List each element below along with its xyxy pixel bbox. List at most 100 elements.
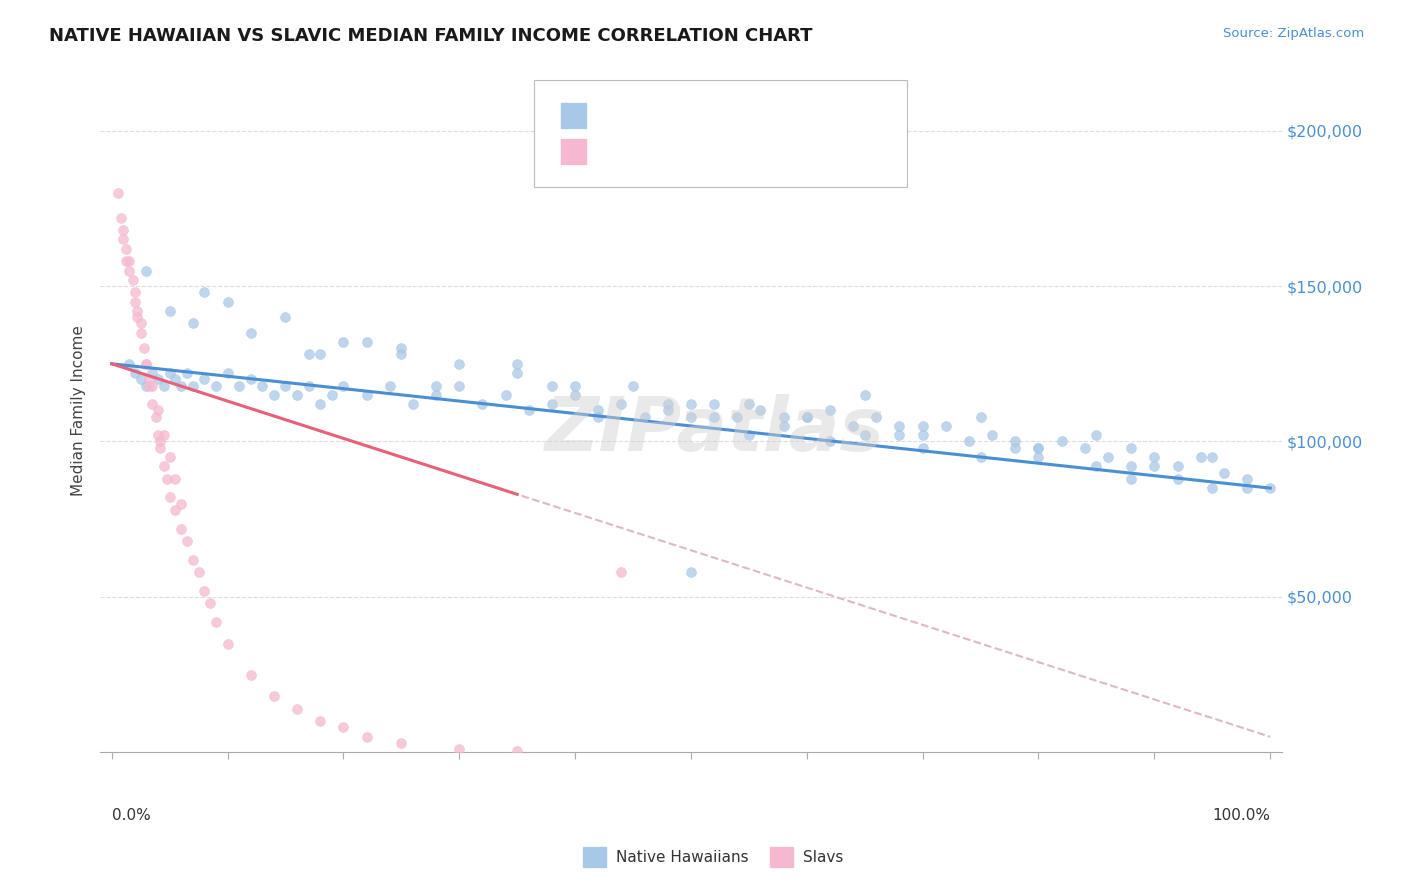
- Point: [107, 186, 129, 200]
- Point: [187, 565, 209, 579]
- Point: [263, 690, 285, 704]
- Point: [181, 552, 204, 566]
- Point: [153, 378, 176, 392]
- Point: [1085, 459, 1108, 474]
- Point: [506, 357, 529, 371]
- Point: [176, 366, 198, 380]
- Point: [135, 357, 157, 371]
- Point: [1143, 459, 1166, 474]
- Point: [621, 378, 644, 392]
- Point: [146, 428, 169, 442]
- Point: [796, 409, 818, 424]
- Text: N =: N =: [716, 145, 758, 159]
- Point: [1236, 472, 1258, 486]
- Point: [181, 378, 204, 392]
- Point: [588, 409, 610, 424]
- Point: [1085, 428, 1108, 442]
- Point: [159, 366, 181, 380]
- Point: [1050, 434, 1073, 449]
- Point: [1258, 481, 1281, 495]
- Point: [1166, 472, 1188, 486]
- Point: [610, 397, 633, 411]
- Point: [389, 736, 412, 750]
- Point: [127, 310, 149, 325]
- Point: [1212, 466, 1234, 480]
- Point: [865, 409, 887, 424]
- Point: [135, 378, 157, 392]
- Point: [309, 397, 332, 411]
- Point: [239, 326, 262, 340]
- Point: [356, 730, 378, 744]
- Point: [193, 372, 215, 386]
- Y-axis label: Median Family Income: Median Family Income: [72, 325, 86, 496]
- Point: [889, 419, 911, 434]
- Point: [1189, 450, 1212, 464]
- Point: [129, 372, 152, 386]
- Text: NATIVE HAWAIIAN VS SLAVIC MEDIAN FAMILY INCOME CORRELATION CHART: NATIVE HAWAIIAN VS SLAVIC MEDIAN FAMILY …: [49, 27, 813, 45]
- Text: N =: N =: [716, 109, 758, 123]
- Point: [911, 419, 934, 434]
- Point: [149, 441, 172, 455]
- Point: [298, 347, 321, 361]
- Point: [138, 372, 160, 386]
- Text: Slavs: Slavs: [803, 850, 844, 864]
- Text: 100.0%: 100.0%: [1212, 808, 1270, 823]
- Text: -0.268: -0.268: [640, 109, 692, 123]
- Point: [198, 596, 221, 610]
- Point: [389, 341, 412, 355]
- Point: [114, 254, 136, 268]
- Point: [506, 366, 529, 380]
- Point: [112, 223, 135, 237]
- Text: -0.174: -0.174: [640, 145, 692, 159]
- Point: [239, 372, 262, 386]
- Point: [449, 742, 471, 756]
- Point: [541, 397, 564, 411]
- Text: Source: ZipAtlas.com: Source: ZipAtlas.com: [1223, 27, 1364, 40]
- Point: [969, 409, 991, 424]
- Point: [118, 254, 141, 268]
- Point: [981, 428, 1004, 442]
- Point: [309, 714, 332, 729]
- Point: [205, 378, 228, 392]
- Point: [165, 372, 187, 386]
- Point: [309, 347, 332, 361]
- Point: [156, 472, 179, 486]
- Point: [135, 263, 157, 277]
- Point: [1004, 434, 1026, 449]
- Point: [772, 409, 794, 424]
- Point: [141, 366, 163, 380]
- Point: [153, 428, 176, 442]
- Point: [564, 388, 586, 402]
- Text: 114: 114: [762, 109, 793, 123]
- Point: [298, 378, 321, 392]
- Point: [389, 347, 412, 361]
- Point: [217, 636, 239, 650]
- Point: [679, 409, 702, 424]
- Point: [205, 615, 228, 629]
- Text: 54: 54: [762, 145, 782, 159]
- Point: [506, 744, 529, 758]
- Point: [1236, 481, 1258, 495]
- Point: [1121, 472, 1143, 486]
- Point: [1097, 450, 1119, 464]
- Point: [193, 583, 215, 598]
- Point: [1201, 481, 1223, 495]
- Text: R =: R =: [600, 109, 631, 123]
- Point: [541, 378, 564, 392]
- Point: [135, 357, 157, 371]
- Point: [118, 357, 141, 371]
- Point: [274, 378, 297, 392]
- Point: [159, 304, 181, 318]
- Point: [181, 317, 204, 331]
- Point: [170, 378, 193, 392]
- Point: [134, 341, 156, 355]
- Point: [425, 378, 447, 392]
- Point: [285, 388, 308, 402]
- Point: [749, 403, 772, 417]
- Point: [853, 428, 876, 442]
- Point: [1028, 441, 1050, 455]
- Point: [149, 434, 172, 449]
- Point: [449, 378, 471, 392]
- Point: [146, 403, 169, 417]
- Point: [935, 419, 957, 434]
